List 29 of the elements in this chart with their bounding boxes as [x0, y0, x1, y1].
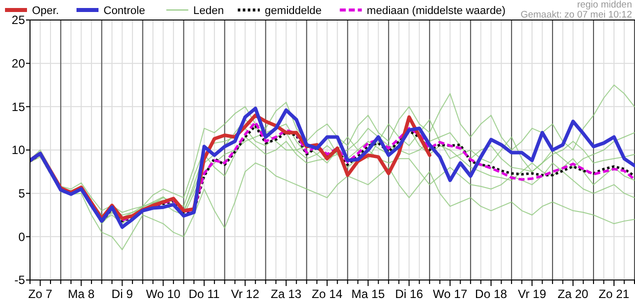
legend-label: gemiddelde [264, 4, 322, 17]
y-tick-label: 15 [12, 100, 26, 114]
y-tick-label: 25 [12, 13, 26, 28]
x-tick-label: Do 18 [475, 287, 508, 300]
x-tick-label: Zo 14 [312, 287, 343, 300]
x-tick-label: Za 13 [270, 287, 302, 300]
legend-label: mediaan (middelste waarde) [366, 4, 506, 17]
y-tick-label: 0 [18, 230, 26, 244]
x-tick-label: Zo 7 [28, 287, 53, 300]
x-tick-label: Vr 12 [231, 287, 260, 300]
x-tick-label: Wo 10 [146, 287, 181, 300]
x-tick-label: Di 16 [395, 287, 424, 300]
y-tick-label: -5 [14, 273, 26, 288]
x-tick-label: Di 9 [112, 287, 134, 300]
x-tick-label: Vr 19 [518, 287, 546, 300]
x-tick-label: Za 20 [558, 287, 589, 300]
annotation: Gemaakt: zo 07 mei 10:12 [520, 9, 632, 20]
x-tick-label: Do 11 [188, 287, 220, 300]
legend-label: Oper. [32, 4, 59, 17]
y-tick-label: 10 [12, 143, 26, 158]
x-tick-label: Wo 17 [432, 287, 468, 300]
x-tick-label: Ma 15 [351, 287, 386, 300]
y-tick-label: 20 [12, 56, 26, 71]
legend-label: Controle [104, 4, 146, 17]
x-tick-label: Ma 8 [68, 287, 95, 300]
x-tick-label: Zo 21 [598, 287, 630, 300]
text: regio midden [577, 0, 632, 10]
y-tick-label: 5 [18, 186, 26, 201]
legend-label: Leden [193, 4, 224, 17]
